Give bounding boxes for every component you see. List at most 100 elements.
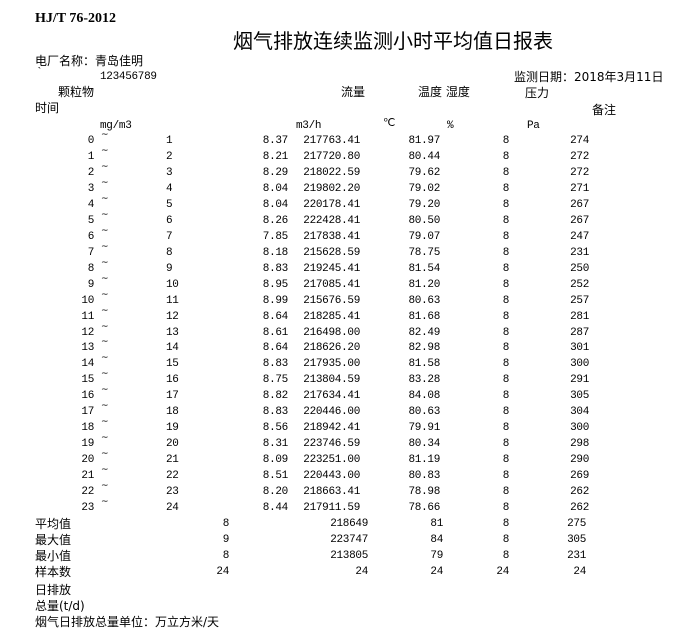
summary-label: 最小值 [35, 549, 72, 563]
temp-value: 80.34 [408, 438, 440, 451]
temp-value: 83.28 [408, 374, 440, 387]
hour-start: 13 [81, 342, 94, 355]
particulate-value: 8.83 [262, 406, 289, 419]
hour-start: 4 [87, 198, 95, 211]
pressure-stat: 275 [567, 518, 586, 530]
hour-end: 3 [166, 166, 173, 179]
humidity-value: 8 [502, 374, 510, 387]
flow-value: 217763.41 [303, 135, 360, 147]
pressure-value: 298 [570, 438, 589, 451]
temp-value: 81.20 [408, 278, 440, 291]
particulate-value: 8.31 [262, 438, 289, 451]
tilde-separator: ~ [101, 273, 109, 284]
tilde-separator: ~ [101, 225, 109, 236]
tilde-separator: ~ [101, 241, 109, 252]
flow-value: 215676.59 [303, 294, 360, 307]
unit-humidity: % [447, 120, 454, 132]
flow-value: 218663.41 [303, 486, 360, 499]
flow-value: 219802.20 [303, 182, 360, 195]
pressure-value: 287 [570, 326, 589, 339]
humidity-value: 8 [502, 166, 510, 179]
hour-end: 16 [166, 374, 179, 387]
pressure-value: 252 [570, 278, 589, 291]
tilde-separator: ~ [101, 385, 109, 396]
temp-value: 80.44 [408, 150, 440, 163]
tilde-separator: ~ [101, 353, 109, 364]
temp-stat: 24 [430, 566, 443, 578]
particulate-value: 8.83 [262, 262, 289, 275]
humidity-value: 8 [502, 358, 510, 371]
hour-start: 0 [87, 135, 95, 147]
hour-end: 20 [166, 438, 179, 451]
pressure-value: 301 [570, 342, 589, 355]
flow-value: 218626.20 [303, 342, 360, 355]
temp-value: 79.62 [408, 166, 440, 179]
pressure-value: 247 [570, 230, 589, 243]
humidity-value: 8 [502, 230, 510, 243]
tilde-separator: ~ [101, 481, 109, 492]
pressure-value: 305 [570, 390, 589, 403]
flow-value: 217720.80 [303, 150, 360, 163]
tilde-separator: ~ [101, 321, 109, 332]
particulate-value: 8.64 [262, 310, 289, 323]
temp-value: 81.97 [408, 135, 440, 147]
hour-end: 15 [166, 358, 179, 371]
tilde-separator: ~ [101, 433, 109, 444]
monitor-date: 监测日期：2018年3月11日 [514, 70, 664, 84]
temp-value: 81.54 [408, 262, 440, 275]
hour-end: 17 [166, 390, 179, 403]
pressure-value: 300 [570, 358, 589, 371]
flow-stat: 213805 [330, 550, 368, 562]
tilde-separator: ~ [101, 130, 109, 140]
particulate-value: 8.82 [262, 390, 289, 403]
particulate-value: 8.37 [262, 135, 289, 147]
pressure-value: 304 [570, 406, 589, 419]
pressure-value: 257 [570, 294, 589, 307]
temp-value: 79.07 [408, 230, 440, 243]
tilde-separator: ~ [101, 401, 109, 412]
tilde-separator: ~ [101, 257, 109, 268]
hour-start: 1 [87, 150, 95, 163]
flow-value: 217085.41 [303, 278, 360, 291]
hour-start: 3 [87, 182, 95, 195]
humidity-value: 8 [502, 470, 510, 483]
hour-start: 6 [87, 230, 95, 243]
tilde-separator: ~ [101, 449, 109, 460]
particulate-value: 8.75 [262, 374, 289, 387]
pressure-value: 274 [570, 135, 589, 147]
temp-value: 78.98 [408, 486, 440, 499]
flow-stat: 223747 [330, 534, 368, 546]
hour-start: 22 [81, 486, 94, 499]
plant-name: 电厂名称：青岛佳明 [35, 54, 144, 68]
particulate-stat: 8 [222, 550, 230, 562]
pressure-value: 267 [570, 214, 589, 227]
humidity-value: 8 [502, 342, 510, 355]
hour-start: 17 [81, 406, 94, 419]
hour-end: 19 [166, 422, 179, 435]
flow-value: 220443.00 [303, 470, 360, 483]
flow-value: 223251.00 [303, 454, 360, 467]
particulate-value: 8.56 [262, 422, 289, 435]
pressure-value: 262 [570, 502, 589, 515]
hour-start: 8 [87, 262, 95, 275]
hour-end: 21 [166, 454, 179, 467]
humidity-value: 8 [502, 326, 510, 339]
flow-stat: 24 [355, 566, 368, 578]
flow-value: 220178.41 [303, 198, 360, 211]
flow-value: 218285.41 [303, 310, 360, 323]
hour-end: 9 [166, 262, 173, 275]
temp-value: 78.75 [408, 246, 440, 259]
pressure-value: 272 [570, 166, 589, 179]
tilde-separator: ~ [101, 497, 109, 508]
hour-start: 10 [81, 294, 94, 307]
unit-temp: ℃ [383, 118, 396, 130]
pressure-value: 269 [570, 470, 589, 483]
hour-end: 23 [166, 486, 179, 499]
humidity-value: 8 [502, 422, 510, 435]
tilde-separator: ~ [101, 465, 109, 476]
particulate-value: 8.18 [262, 246, 289, 259]
hour-end: 12 [166, 310, 179, 323]
particulate-value: 8.51 [262, 470, 289, 483]
pressure-value: 267 [570, 198, 589, 211]
particulate-value: 7.85 [262, 230, 289, 243]
